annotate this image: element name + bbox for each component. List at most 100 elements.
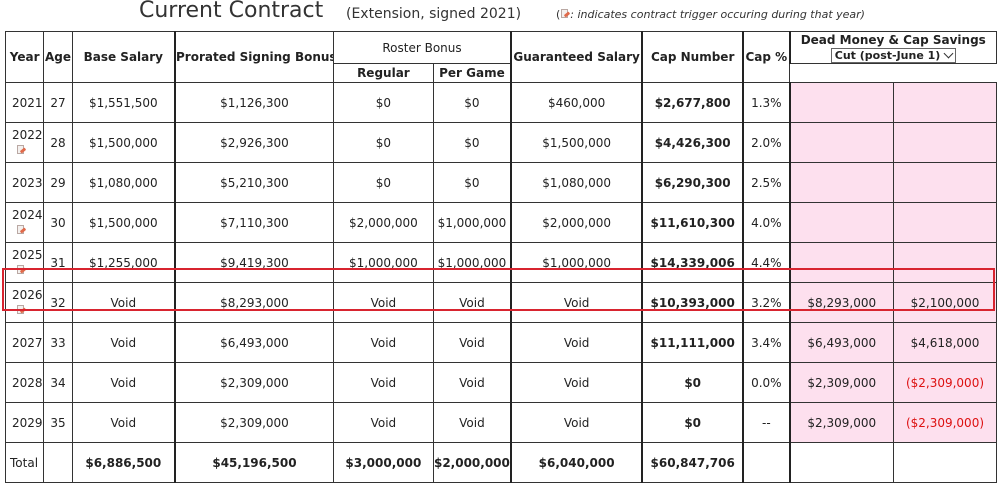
cell-cap-pct: 2.0% [742, 122, 791, 163]
cell-cap-pct: 3.2% [742, 282, 791, 323]
cell-guaranteed: $1,080,000 [510, 162, 643, 203]
cell-cap: $2,677,800 [641, 82, 745, 123]
cell-dead: $6,493,000 [788, 322, 894, 363]
cell-age: 30 [43, 202, 73, 243]
cell-guaranteed: Void [510, 402, 643, 443]
cell-savings: $4,618,000 [892, 322, 998, 363]
dead-money-title: Dead Money & Cap Savings [800, 33, 986, 47]
totals-regular: $3,000,000 [332, 442, 434, 483]
totals-row: Total $6,886,500 $45,196,500 $3,000,000 … [4, 442, 998, 483]
cell-year: 2021 [4, 82, 45, 123]
cell-base: Void [71, 322, 177, 363]
cell-year: 2025 [4, 242, 45, 283]
cell-prorated: $5,210,300 [174, 162, 334, 203]
cell-year: 2022 [4, 122, 45, 163]
cell-dead [788, 122, 894, 163]
cell-dead [788, 242, 894, 283]
cell-guaranteed: Void [510, 282, 643, 323]
cut-type-value: Cut (post-June 1) [834, 49, 941, 62]
cell-age: 34 [43, 362, 73, 403]
cell-per-game: Void [432, 322, 512, 363]
cell-base: Void [71, 362, 177, 403]
totals-label: Total [4, 442, 45, 483]
cell-prorated: $2,926,300 [174, 122, 334, 163]
table-row: 2025 31 $1,255,000 $9,419,300 $1,000,000 $1,0… [4, 242, 998, 283]
cell-per-game: Void [432, 282, 512, 323]
totals-cap-pct [742, 442, 791, 483]
cell-guaranteed: $1,000,000 [510, 242, 643, 283]
cell-cap-pct: 4.4% [742, 242, 791, 283]
table-row: 2027 33 Void $6,493,000 Void Void Void $11,111,… [4, 322, 998, 363]
totals-savings [892, 442, 998, 483]
cell-savings [892, 202, 998, 243]
totals-dead [788, 442, 894, 483]
col-roster-regular: Regular [332, 63, 434, 83]
cell-guaranteed: $1,500,000 [510, 122, 643, 163]
year-label: 2022 [12, 128, 43, 142]
cell-cap: $4,426,300 [641, 122, 745, 163]
cell-base: Void [71, 282, 177, 323]
trigger-legend: (: indicates contract trigger occuring d… [556, 8, 865, 21]
cell-per-game: $1,000,000 [432, 242, 512, 283]
year-label: 2023 [12, 176, 43, 190]
table-row: 2028 34 Void $2,309,000 Void Void Void $0 0.0% $2… [4, 362, 998, 403]
cell-cap: $0 [641, 362, 745, 403]
cell-year: 2027 [4, 322, 45, 363]
year-label: 2024 [12, 208, 43, 222]
year-label: 2029 [12, 416, 43, 430]
cell-per-game: Void [432, 402, 512, 443]
cell-prorated: $7,110,300 [174, 202, 334, 243]
cell-base: $1,551,500 [71, 82, 177, 123]
totals-cap: $60,847,706 [641, 442, 745, 483]
cell-prorated: $9,419,300 [174, 242, 334, 283]
contract-trigger-icon [560, 9, 570, 20]
col-age: Age [43, 31, 73, 83]
contract-header: Current Contract (Extension, signed 2021… [0, 0, 1000, 30]
cell-savings: ($2,309,000) [892, 362, 998, 403]
cell-cap-pct: 4.0% [742, 202, 791, 243]
trigger-legend-open: ( [556, 8, 561, 21]
contract-table: Year Age Base Salary Prorated Signing Bo… [4, 31, 998, 483]
cell-regular: $0 [332, 122, 434, 163]
cell-regular: Void [332, 322, 434, 363]
cell-cap-pct: 2.5% [742, 162, 791, 203]
col-roster-per-game: Per Game [432, 63, 512, 83]
cut-type-select[interactable]: Cut (post-June 1) [830, 48, 956, 63]
cell-age: 28 [43, 122, 73, 163]
cell-savings: ($2,309,000) [892, 402, 998, 443]
cell-prorated: $8,293,000 [174, 282, 334, 323]
cell-dead: $8,293,000 [788, 282, 894, 323]
contract-trigger-icon [16, 225, 26, 236]
cell-age: 35 [43, 402, 73, 443]
cell-cap: $11,610,300 [641, 202, 745, 243]
cell-year: 2029 [4, 402, 45, 443]
cell-age: 33 [43, 322, 73, 363]
cell-age: 32 [43, 282, 73, 323]
cell-regular: Void [332, 362, 434, 403]
year-label: 2021 [12, 96, 43, 110]
cell-cap-pct: 0.0% [742, 362, 791, 403]
cell-cap-pct: 3.4% [742, 322, 791, 363]
cell-guaranteed: $460,000 [510, 82, 643, 123]
cell-regular: $0 [332, 82, 434, 123]
col-cap-pct: Cap % [742, 31, 791, 83]
cell-prorated: $2,309,000 [174, 362, 334, 403]
cell-guaranteed: Void [510, 362, 643, 403]
contract-subtitle: (Extension, signed 2021) [346, 6, 522, 22]
table-row: 2024 30 $1,500,000 $7,110,300 $2,000,000 $1,0… [4, 202, 998, 243]
cell-cap: $6,290,300 [641, 162, 745, 203]
table-row: 2029 35 Void $2,309,000 Void Void Void $0 -- $2,3… [4, 402, 998, 443]
cell-age: 27 [43, 82, 73, 123]
cell-age: 31 [43, 242, 73, 283]
totals-prorated: $45,196,500 [174, 442, 334, 483]
col-prorated-signing-bonus: Prorated Signing Bonus [174, 31, 334, 83]
cell-dead [788, 202, 894, 243]
cell-regular: Void [332, 282, 434, 323]
table-row: 2023 29 $1,080,000 $5,210,300 $0 $0 $1,080,000… [4, 162, 998, 203]
page-title: Current Contract [139, 0, 324, 23]
cell-base: $1,500,000 [71, 202, 177, 243]
totals-per-game: $2,000,000 [432, 442, 512, 483]
cell-savings: $2,100,000 [892, 282, 998, 323]
cell-base: Void [71, 402, 177, 443]
cell-per-game: $0 [432, 82, 512, 123]
